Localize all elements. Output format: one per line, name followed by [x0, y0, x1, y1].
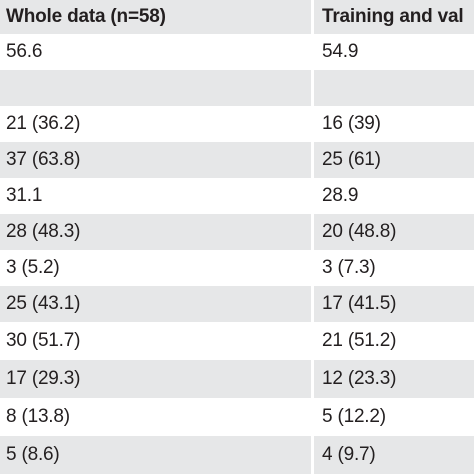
- table-row: [0, 70, 474, 106]
- column-divider: [311, 0, 314, 474]
- cell-training-validation: 21 (51.2): [322, 330, 397, 351]
- cell-training-validation: 12 (23.3): [322, 368, 397, 389]
- table-row: 30 (51.7) 21 (51.2): [0, 322, 474, 360]
- cell-whole-data: 28 (48.3): [6, 221, 81, 242]
- cell-training-validation: 16 (39): [322, 113, 381, 134]
- cell-training-validation: 20 (48.8): [322, 221, 397, 242]
- table-header-row: Whole data (n=58) Training and val: [0, 0, 474, 34]
- cell-training-validation: 5 (12.2): [322, 406, 386, 427]
- table-row: 8 (13.8) 5 (12.2): [0, 398, 474, 436]
- cell-training-validation: 25 (61): [322, 149, 381, 170]
- table-row: 37 (63.8) 25 (61): [0, 142, 474, 178]
- cell-whole-data: 17 (29.3): [6, 368, 81, 389]
- header-training-validation: Training and val: [322, 6, 464, 27]
- cell-whole-data: 25 (43.1): [6, 293, 81, 314]
- table-row: 56.6 54.9: [0, 34, 474, 70]
- cell-whole-data: 30 (51.7): [6, 330, 81, 351]
- cell-training-validation: 4 (9.7): [322, 444, 376, 465]
- cell-whole-data: 5 (8.6): [6, 444, 60, 465]
- cell-training-validation: 28.9: [322, 185, 359, 206]
- cell-training-validation: 54.9: [322, 41, 359, 62]
- cell-whole-data: 31.1: [6, 185, 43, 206]
- header-whole-data: Whole data (n=58): [6, 6, 166, 27]
- table-row: 31.1 28.9: [0, 178, 474, 214]
- cell-whole-data: 21 (36.2): [6, 113, 81, 134]
- table-row: 5 (8.6) 4 (9.7): [0, 436, 474, 474]
- table-row: 21 (36.2) 16 (39): [0, 106, 474, 142]
- table-row: 25 (43.1) 17 (41.5): [0, 286, 474, 322]
- table-row: 3 (5.2) 3 (7.3): [0, 250, 474, 286]
- cell-training-validation: 17 (41.5): [322, 293, 397, 314]
- cell-whole-data: 37 (63.8): [6, 149, 81, 170]
- cell-whole-data: 3 (5.2): [6, 257, 60, 278]
- cell-training-validation: 3 (7.3): [322, 257, 376, 278]
- cell-whole-data: 56.6: [6, 41, 43, 62]
- table-row: 17 (29.3) 12 (23.3): [0, 360, 474, 398]
- cell-whole-data: 8 (13.8): [6, 406, 70, 427]
- table-row: 28 (48.3) 20 (48.8): [0, 214, 474, 250]
